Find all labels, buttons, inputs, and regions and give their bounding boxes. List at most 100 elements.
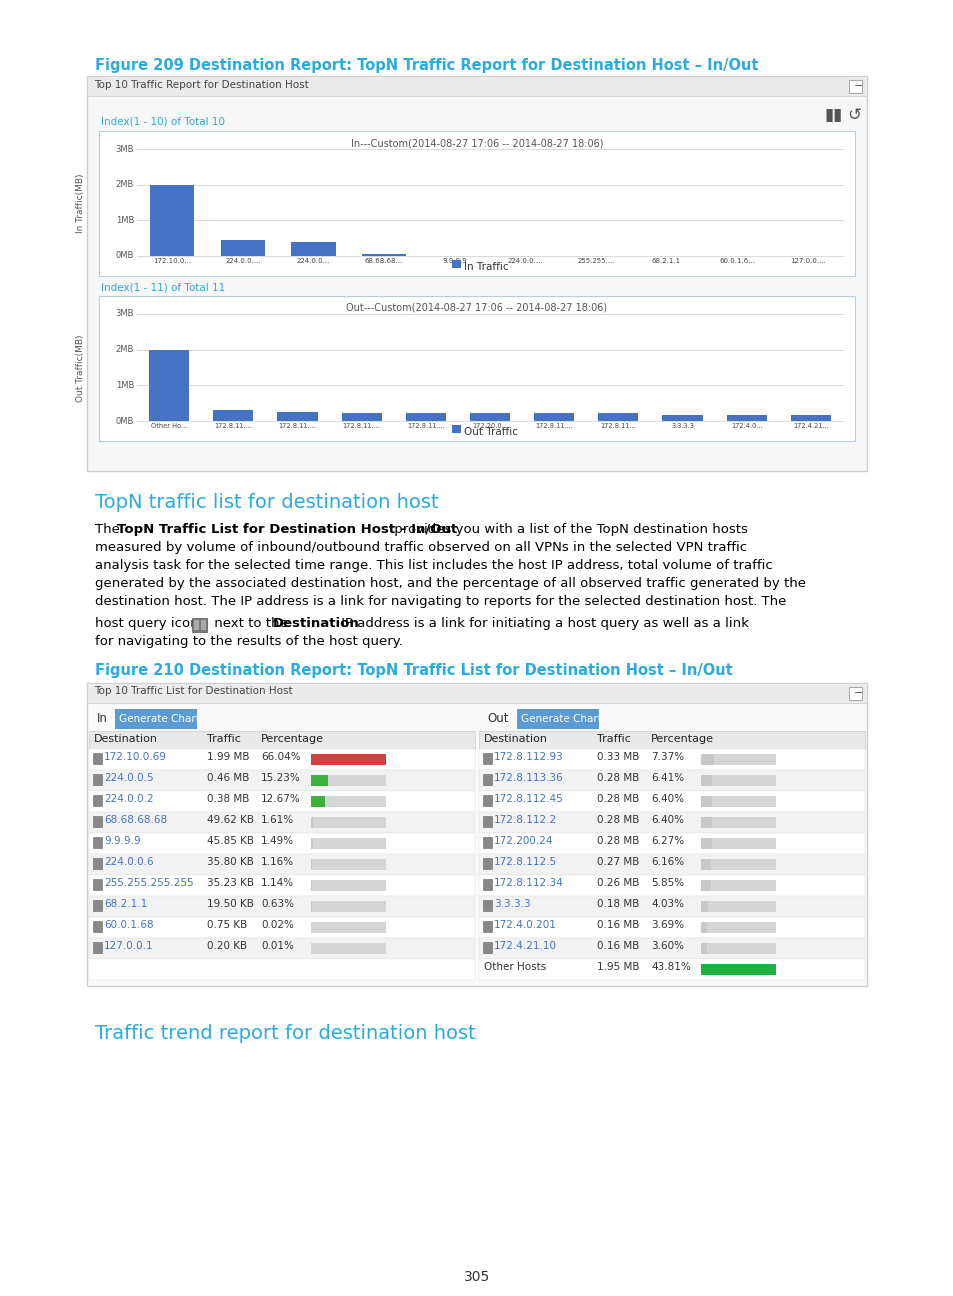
Bar xyxy=(89,959,475,980)
Bar xyxy=(92,774,102,785)
Text: 255.255.255.255: 255.255.255.255 xyxy=(104,877,193,888)
Bar xyxy=(700,775,711,785)
Bar xyxy=(220,240,265,257)
Bar xyxy=(661,415,701,421)
Text: −: − xyxy=(853,688,862,699)
Bar xyxy=(92,899,102,911)
Bar xyxy=(700,880,710,892)
Bar xyxy=(482,794,492,806)
Bar xyxy=(311,754,386,765)
Bar xyxy=(313,839,386,849)
Text: IP address is a link for initiating a host query as well as a link: IP address is a link for initiating a ho… xyxy=(336,617,748,630)
Text: 2MB: 2MB xyxy=(115,180,133,189)
Bar xyxy=(213,410,253,421)
Bar xyxy=(313,816,386,828)
Bar xyxy=(311,775,328,785)
Bar xyxy=(452,260,460,268)
Bar xyxy=(87,683,866,986)
Text: 0.33 MB: 0.33 MB xyxy=(597,752,639,762)
Text: 9.9.9.9: 9.9.9.9 xyxy=(442,258,467,264)
Text: 19.50 KB: 19.50 KB xyxy=(207,899,253,908)
Bar xyxy=(700,921,706,933)
Text: Figure 210 Destination Report: TopN Traffic List for Destination Host – In/Out: Figure 210 Destination Report: TopN Traf… xyxy=(95,664,732,678)
Text: −: − xyxy=(853,80,862,91)
Text: 172.20.0...: 172.20.0... xyxy=(472,422,507,429)
Bar xyxy=(848,687,862,700)
Text: host query icon: host query icon xyxy=(95,617,198,630)
Bar xyxy=(470,413,510,421)
Text: 1.95 MB: 1.95 MB xyxy=(597,962,639,972)
Bar xyxy=(482,837,492,848)
Text: TopN Traffic List for Destination Host – In/Out: TopN Traffic List for Destination Host –… xyxy=(117,524,456,537)
Text: Traffic: Traffic xyxy=(207,734,240,744)
Bar xyxy=(89,813,475,833)
Text: 35.80 KB: 35.80 KB xyxy=(207,857,253,867)
Bar xyxy=(478,731,864,749)
Text: 224.0.0.6: 224.0.0.6 xyxy=(104,857,153,867)
Bar xyxy=(478,749,864,770)
Bar xyxy=(700,943,706,954)
Text: 127.0.0....: 127.0.0.... xyxy=(789,258,824,264)
Bar xyxy=(478,833,864,854)
Text: 0.27 MB: 0.27 MB xyxy=(597,857,639,867)
Bar xyxy=(89,791,475,813)
Text: 172.4.21...: 172.4.21... xyxy=(792,422,828,429)
Text: 0.46 MB: 0.46 MB xyxy=(207,772,249,783)
Bar xyxy=(700,816,711,828)
Bar xyxy=(277,412,317,421)
Bar xyxy=(517,709,598,728)
Text: 6.41%: 6.41% xyxy=(650,772,683,783)
Bar xyxy=(311,839,313,849)
Text: 172.8.112.93: 172.8.112.93 xyxy=(494,752,563,762)
Bar xyxy=(201,619,206,630)
Text: 127.0.0.1: 127.0.0.1 xyxy=(104,941,153,951)
Text: The: The xyxy=(95,524,124,537)
Text: 0.18 MB: 0.18 MB xyxy=(597,899,639,908)
Text: Percentage: Percentage xyxy=(650,734,713,744)
Bar xyxy=(848,80,862,93)
Text: 255.255....: 255.255.... xyxy=(577,258,614,264)
Text: 224.0.0.5: 224.0.0.5 xyxy=(104,772,153,783)
Text: 172.8.112.5: 172.8.112.5 xyxy=(494,857,557,867)
Bar xyxy=(361,254,406,257)
Text: Destination: Destination xyxy=(94,734,158,744)
Text: 0.20 KB: 0.20 KB xyxy=(207,941,247,951)
Text: 172.200.24: 172.200.24 xyxy=(494,836,553,846)
Text: 6.40%: 6.40% xyxy=(650,794,683,804)
Text: 3.60%: 3.60% xyxy=(650,941,683,951)
Bar xyxy=(711,775,775,785)
Text: Out: Out xyxy=(486,712,508,724)
Text: 172.4.21.10: 172.4.21.10 xyxy=(494,941,557,951)
Text: 68.68.68...: 68.68.68... xyxy=(365,258,403,264)
Text: 3.3.3.3: 3.3.3.3 xyxy=(494,899,530,908)
Bar xyxy=(713,754,775,765)
Bar xyxy=(478,854,864,875)
Text: 0.28 MB: 0.28 MB xyxy=(597,794,639,804)
Text: Destination: Destination xyxy=(483,734,547,744)
Bar xyxy=(89,731,475,749)
Bar xyxy=(711,796,775,807)
Bar xyxy=(89,938,475,959)
Text: In---Custom(2014-08-27 17:06 -- 2014-08-27 18:06): In---Custom(2014-08-27 17:06 -- 2014-08-… xyxy=(351,137,602,148)
Bar xyxy=(405,413,445,421)
Bar xyxy=(482,942,492,953)
Text: 0MB: 0MB xyxy=(115,416,133,425)
Bar xyxy=(87,76,866,470)
Text: 3.69%: 3.69% xyxy=(650,920,683,931)
Bar xyxy=(700,839,711,849)
Text: 0.16 MB: 0.16 MB xyxy=(597,920,639,931)
Bar xyxy=(478,896,864,918)
Text: 172.8.11...: 172.8.11... xyxy=(599,422,636,429)
Text: 68.68.68.68: 68.68.68.68 xyxy=(104,815,167,826)
Bar xyxy=(291,242,335,257)
Text: Figure 209 Destination Report: TopN Traffic Report for Destination Host – In/Out: Figure 209 Destination Report: TopN Traf… xyxy=(95,58,758,73)
Bar xyxy=(482,774,492,785)
Bar xyxy=(700,901,707,912)
Bar xyxy=(482,753,492,765)
Text: 0.28 MB: 0.28 MB xyxy=(597,772,639,783)
Text: 45.85 KB: 45.85 KB xyxy=(207,836,253,846)
Text: ▮▮: ▮▮ xyxy=(824,106,842,124)
Text: Index(1 - 10) of Total 10: Index(1 - 10) of Total 10 xyxy=(101,117,225,127)
Text: 0.02%: 0.02% xyxy=(261,920,294,931)
Bar xyxy=(92,879,102,890)
